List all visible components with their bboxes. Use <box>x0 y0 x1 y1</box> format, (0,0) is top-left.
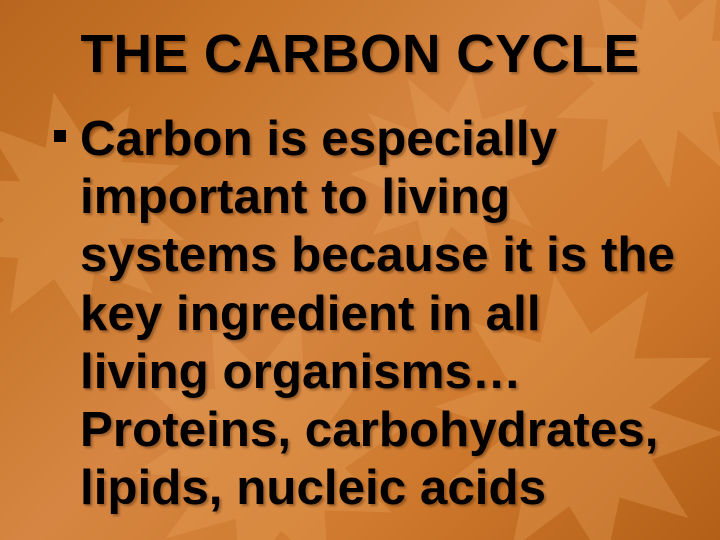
bullet-marker-icon <box>54 130 66 142</box>
slide-body: Carbon is especially important to living… <box>54 110 680 517</box>
bullet-item: Carbon is especially important to living… <box>54 110 680 517</box>
bullet-text: Carbon is especially important to living… <box>80 110 680 517</box>
slide-title: THE CARBON CYCLE <box>0 24 720 85</box>
slide: THE CARBON CYCLE Carbon is especially im… <box>0 0 720 540</box>
